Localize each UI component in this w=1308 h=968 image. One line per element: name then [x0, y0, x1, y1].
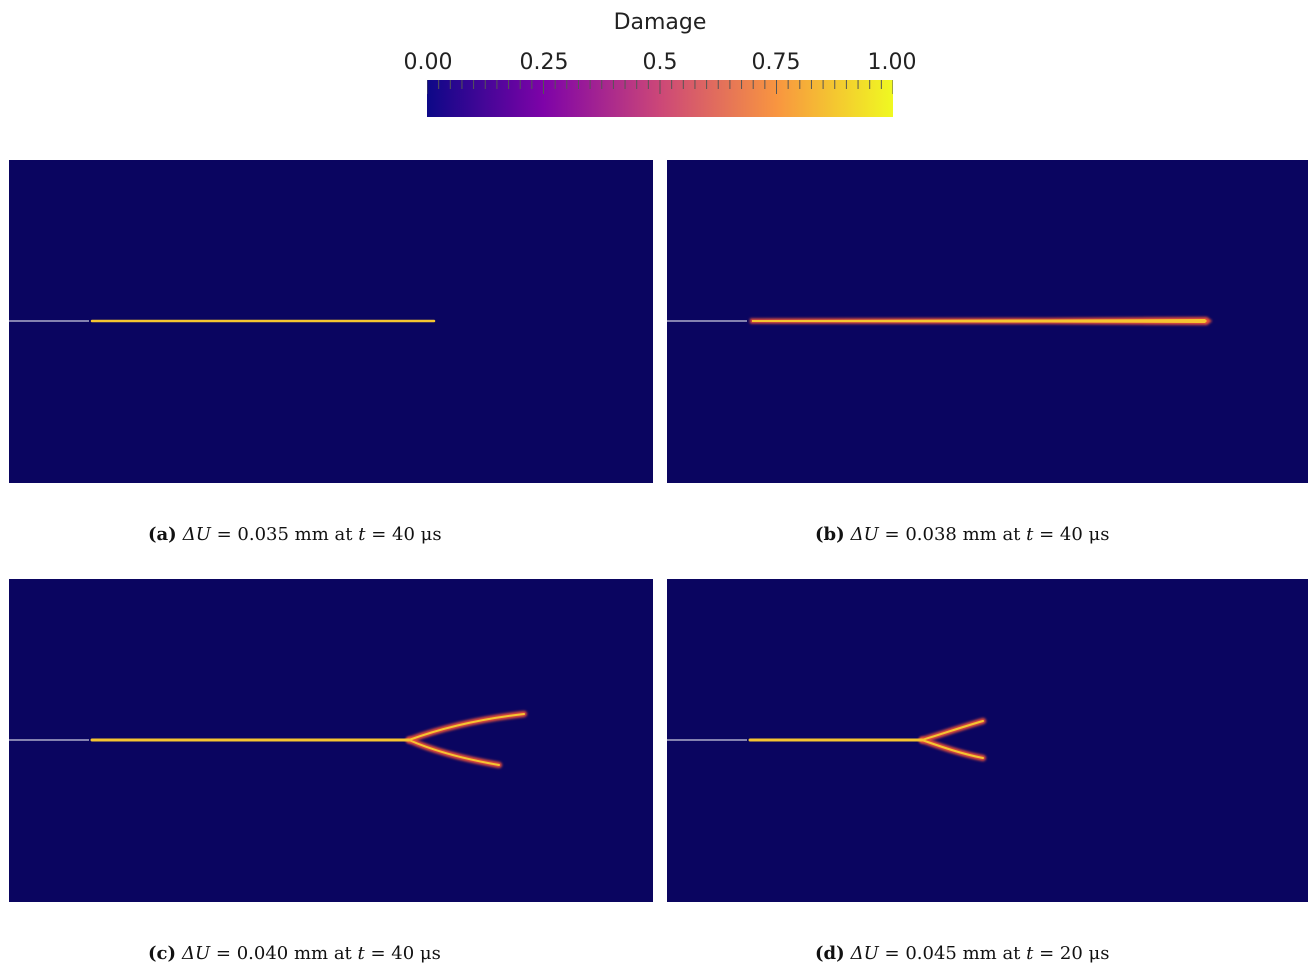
caption-label: (a) [148, 524, 177, 545]
crack-core [752, 319, 1207, 323]
caption-d: (d) ΔU = 0.045 mm at t = 20 μs [815, 943, 1110, 964]
crack-branch-upper [408, 713, 525, 741]
caption-label: (c) [148, 943, 176, 964]
crack-branch-upper [921, 720, 984, 741]
colorbar-tick-label: 0.5 [642, 50, 678, 75]
caption-c: (c) ΔU = 0.040 mm at t = 40 μs [148, 943, 441, 964]
colorbar-tick-label: 0.25 [519, 50, 569, 75]
caption-label: (d) [815, 943, 845, 964]
caption-b: (b) ΔU = 0.038 mm at t = 40 μs [815, 524, 1110, 545]
crack-branch-lower [408, 739, 500, 766]
damage-field-panel-d [667, 579, 1308, 902]
colorbar-tick-label: 0.00 [403, 50, 453, 75]
damage-field-panel-c [9, 579, 653, 902]
caption-label: (b) [815, 524, 845, 545]
colorbar-tick-label: 1.00 [867, 50, 917, 75]
damage-field-panel-b [667, 160, 1308, 483]
colorbar-tick-label: 0.75 [751, 50, 801, 75]
damage-colorbar [427, 80, 893, 117]
damage-field-panel-a [9, 160, 653, 483]
colorbar-title: Damage [613, 10, 707, 35]
caption-a: (a) ΔU = 0.035 mm at t = 40 μs [148, 524, 442, 545]
crack-branch-lower [921, 739, 984, 759]
